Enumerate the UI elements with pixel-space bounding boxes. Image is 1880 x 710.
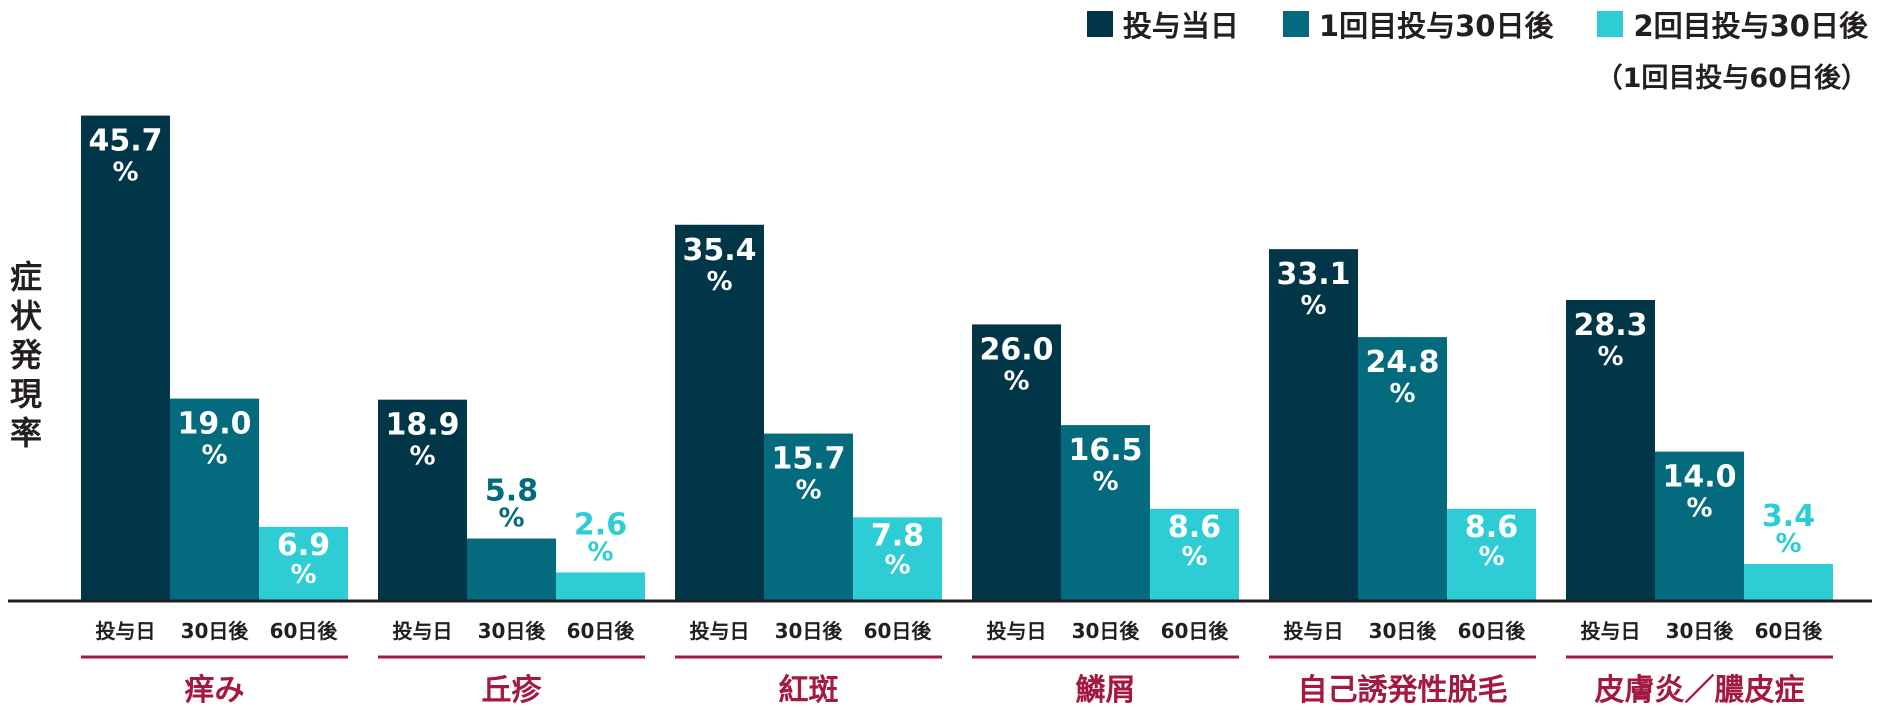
bar: [1447, 508, 1536, 600]
category-label: 皮膚炎／膿皮症: [1595, 673, 1805, 708]
sub-tick-label: 投与日: [96, 619, 156, 643]
legend-item-day30: 1回目投与30日後: [1282, 3, 1554, 45]
bar: [1744, 563, 1833, 600]
bar-value-label: 5.8: [485, 474, 538, 509]
sub-tick-label: 30日後: [1369, 619, 1438, 643]
sub-tick-label: 投与日: [393, 619, 453, 643]
bar: [1358, 337, 1447, 600]
legend-swatch-day60: [1597, 11, 1624, 37]
bar-value-label: 2.6: [574, 507, 627, 542]
legend-note: （1回目投与60日後）: [1595, 63, 1868, 94]
bar-value-unit: %: [1003, 366, 1029, 396]
bar-value-unit: %: [290, 560, 316, 590]
sub-tick-label: 60日後: [1161, 619, 1230, 643]
bar-value-label: 7.8: [871, 518, 924, 553]
bar: [170, 398, 259, 600]
category-label: 丘疹: [482, 673, 543, 708]
bar-value-label: 8.6: [1465, 510, 1518, 545]
sub-tick-label: 30日後: [181, 619, 250, 643]
bar: [764, 433, 853, 600]
bar: [81, 115, 170, 600]
legend: 投与当日 1回目投与30日後 2回目投与30日後 （1回目投与60日後）: [1043, 4, 1868, 95]
legend-label-day60: 2回目投与30日後: [1633, 9, 1868, 43]
bar-value-label: 18.9: [385, 408, 459, 443]
legend-swatch-day30: [1282, 11, 1309, 37]
bar-value-unit: %: [1478, 542, 1504, 572]
bar-value-unit: %: [1092, 467, 1118, 497]
bar-value-label: 6.9: [277, 528, 330, 563]
category-label: 自己誘発性脱毛: [1298, 673, 1508, 708]
bar-value-label: 15.7: [771, 442, 845, 477]
bar-value-unit: %: [587, 537, 613, 567]
sub-tick-label: 30日後: [478, 619, 547, 643]
bar-value-label: 24.8: [1365, 345, 1439, 380]
bar-value-label: 8.6: [1168, 510, 1221, 545]
bar: [1655, 451, 1744, 600]
bar: [972, 324, 1061, 600]
bar-value-unit: %: [1300, 291, 1326, 321]
sub-tick-label: 60日後: [864, 619, 933, 643]
bar: [1566, 300, 1655, 600]
sub-tick-label: 60日後: [1458, 619, 1527, 643]
bar: [853, 517, 942, 600]
y-axis-label: 症状発現率: [9, 258, 42, 452]
category-label: 痒み: [185, 673, 245, 708]
bar-value-unit: %: [498, 504, 524, 534]
bar-value-unit: %: [706, 267, 732, 297]
sub-tick-label: 30日後: [775, 619, 844, 643]
bar: [1061, 425, 1150, 600]
sub-tick-label: 投与日: [987, 619, 1047, 643]
category-label: 紅斑: [779, 673, 839, 708]
sub-tick-label: 60日後: [567, 619, 636, 643]
bar-value-unit: %: [1686, 494, 1712, 524]
bar: [556, 572, 645, 600]
sub-tick-label: 投与日: [1581, 619, 1641, 643]
bar: [378, 399, 467, 600]
sub-tick-label: 60日後: [1755, 619, 1824, 643]
bar-value-unit: %: [1775, 529, 1801, 559]
bar: [1269, 249, 1358, 600]
bar: [259, 526, 348, 600]
category-label: 鱗屑: [1076, 673, 1136, 708]
legend-swatch-day0: [1086, 11, 1113, 37]
bar-value-label: 35.4: [682, 233, 756, 268]
bar-value-label: 26.0: [979, 332, 1053, 367]
sub-tick-label: 投与日: [1284, 619, 1344, 643]
bar: [675, 224, 764, 600]
bar-value-unit: %: [884, 550, 910, 580]
legend-row: 投与当日 1回目投与30日後 2回目投与30日後: [1043, 4, 1868, 44]
bar-value-unit: %: [795, 476, 821, 506]
bar-value-label: 14.0: [1662, 460, 1736, 495]
bar-value-label: 3.4: [1762, 499, 1815, 534]
bar-value-unit: %: [1181, 542, 1207, 572]
bar-value-unit: %: [112, 158, 138, 188]
sub-tick-label: 30日後: [1666, 619, 1735, 643]
bar-value-unit: %: [1389, 379, 1415, 409]
legend-label-day0: 投与当日: [1122, 9, 1239, 43]
bar-value-unit: %: [201, 441, 227, 471]
bar: [467, 538, 556, 600]
legend-item-day60: 2回目投与30日後: [1597, 3, 1868, 45]
bar: [1150, 508, 1239, 600]
sub-tick-label: 30日後: [1072, 619, 1141, 643]
bar-value-unit: %: [409, 442, 435, 472]
bar-value-label: 28.3: [1573, 308, 1647, 343]
sub-tick-label: 投与日: [690, 619, 750, 643]
legend-item-day0: 投与当日: [1086, 3, 1239, 45]
bar-value-label: 19.0: [177, 407, 251, 442]
bar-value-label: 45.7: [88, 124, 162, 159]
sub-tick-label: 60日後: [270, 619, 339, 643]
legend-label-day30: 1回目投与30日後: [1318, 9, 1554, 43]
bar-value-label: 33.1: [1276, 257, 1350, 292]
bar-value-unit: %: [1597, 342, 1623, 372]
bar-value-label: 16.5: [1068, 433, 1142, 468]
